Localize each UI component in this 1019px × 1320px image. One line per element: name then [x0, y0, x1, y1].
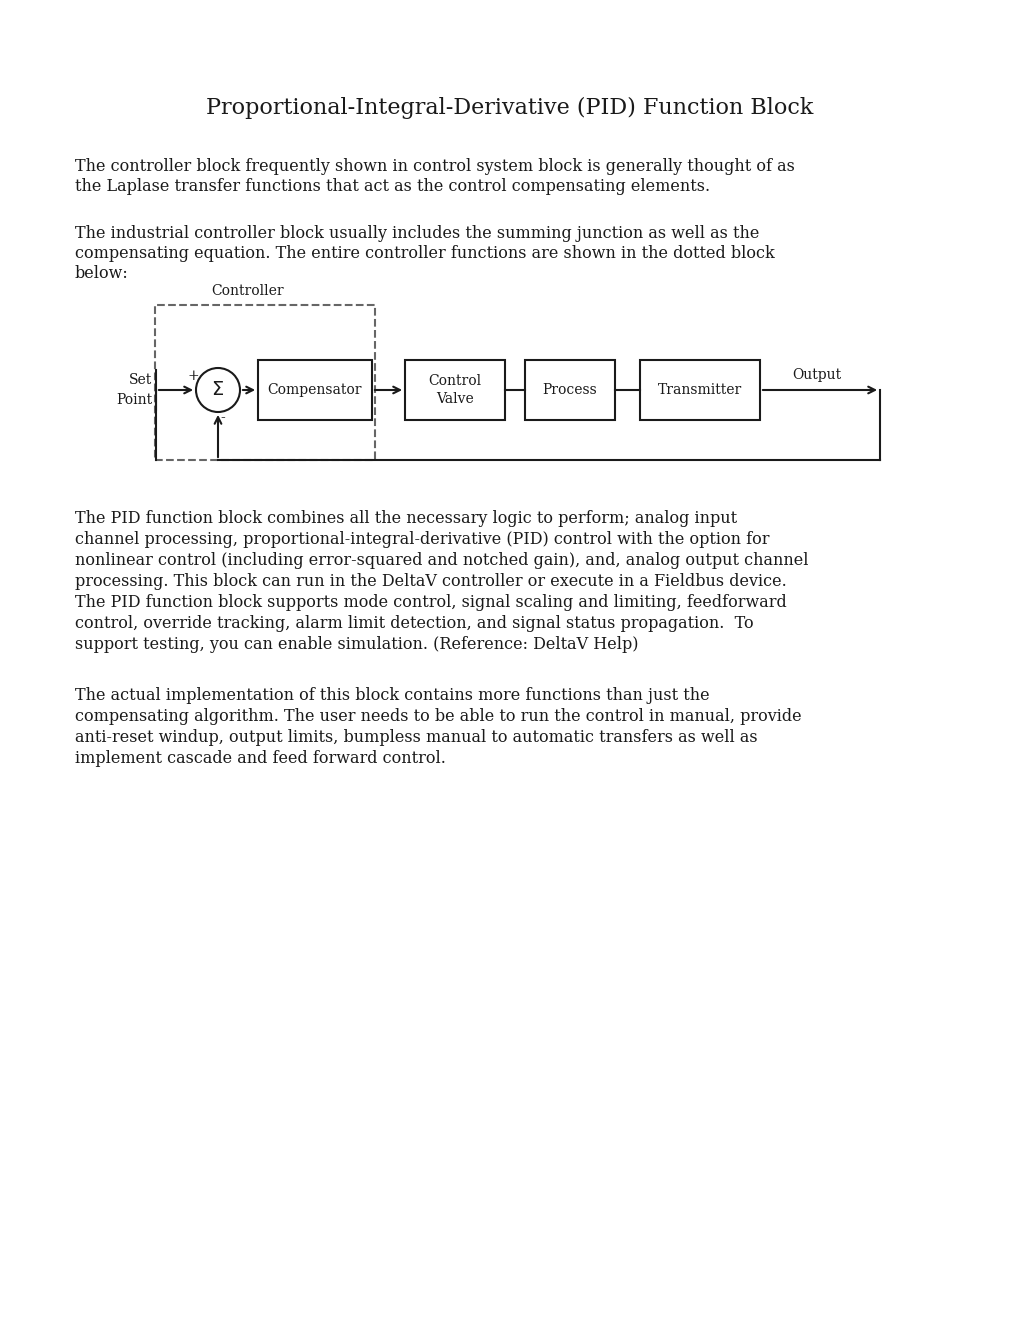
- Text: support testing, you can enable simulation. (Reference: DeltaV Help): support testing, you can enable simulati…: [75, 636, 638, 653]
- Text: the Laplase transfer functions that act as the control compensating elements.: the Laplase transfer functions that act …: [75, 178, 709, 195]
- Bar: [639, 360, 759, 420]
- Text: Transmitter: Transmitter: [657, 383, 742, 397]
- Text: compensating equation. The entire controller functions are shown in the dotted b: compensating equation. The entire contro…: [75, 246, 774, 261]
- Text: implement cascade and feed forward control.: implement cascade and feed forward contr…: [75, 750, 445, 767]
- Text: anti-reset windup, output limits, bumpless manual to automatic transfers as well: anti-reset windup, output limits, bumple…: [75, 729, 757, 746]
- Text: nonlinear control (including error-squared and notched gain), and, analog output: nonlinear control (including error-squar…: [75, 552, 808, 569]
- Bar: [155, 305, 375, 459]
- Text: compensating algorithm. The user needs to be able to run the control in manual, : compensating algorithm. The user needs t…: [75, 708, 801, 725]
- Text: channel processing, proportional-integral-derivative (PID) control with the opti: channel processing, proportional-integra…: [75, 531, 768, 548]
- Text: Output: Output: [791, 368, 841, 381]
- Bar: [525, 360, 614, 420]
- Text: The actual implementation of this block contains more functions than just the: The actual implementation of this block …: [75, 686, 709, 704]
- Bar: [405, 360, 504, 420]
- Text: Process: Process: [542, 383, 597, 397]
- Text: The PID function block combines all the necessary logic to perform; analog input: The PID function block combines all the …: [75, 510, 737, 527]
- Text: +: +: [187, 370, 199, 383]
- Text: control, override tracking, alarm limit detection, and signal status propagation: control, override tracking, alarm limit …: [75, 615, 753, 632]
- Text: Compensator: Compensator: [267, 383, 362, 397]
- Text: The PID function block supports mode control, signal scaling and limiting, feedf: The PID function block supports mode con…: [75, 594, 786, 611]
- Text: The controller block frequently shown in control system block is generally thoug: The controller block frequently shown in…: [75, 158, 794, 176]
- Text: Controller: Controller: [212, 284, 284, 298]
- Text: processing. This block can run in the DeltaV controller or execute in a Fieldbus: processing. This block can run in the De…: [75, 573, 786, 590]
- Text: Control
Valve: Control Valve: [428, 374, 481, 407]
- Text: Set: Set: [128, 374, 152, 387]
- Text: Proportional-Integral-Derivative (PID) Function Block: Proportional-Integral-Derivative (PID) F…: [206, 96, 813, 119]
- Bar: [258, 360, 372, 420]
- Text: -: -: [220, 411, 225, 425]
- Text: below:: below:: [75, 265, 128, 282]
- Text: Point: Point: [116, 393, 152, 407]
- Text: $\Sigma$: $\Sigma$: [211, 381, 224, 399]
- Text: The industrial controller block usually includes the summing junction as well as: The industrial controller block usually …: [75, 224, 758, 242]
